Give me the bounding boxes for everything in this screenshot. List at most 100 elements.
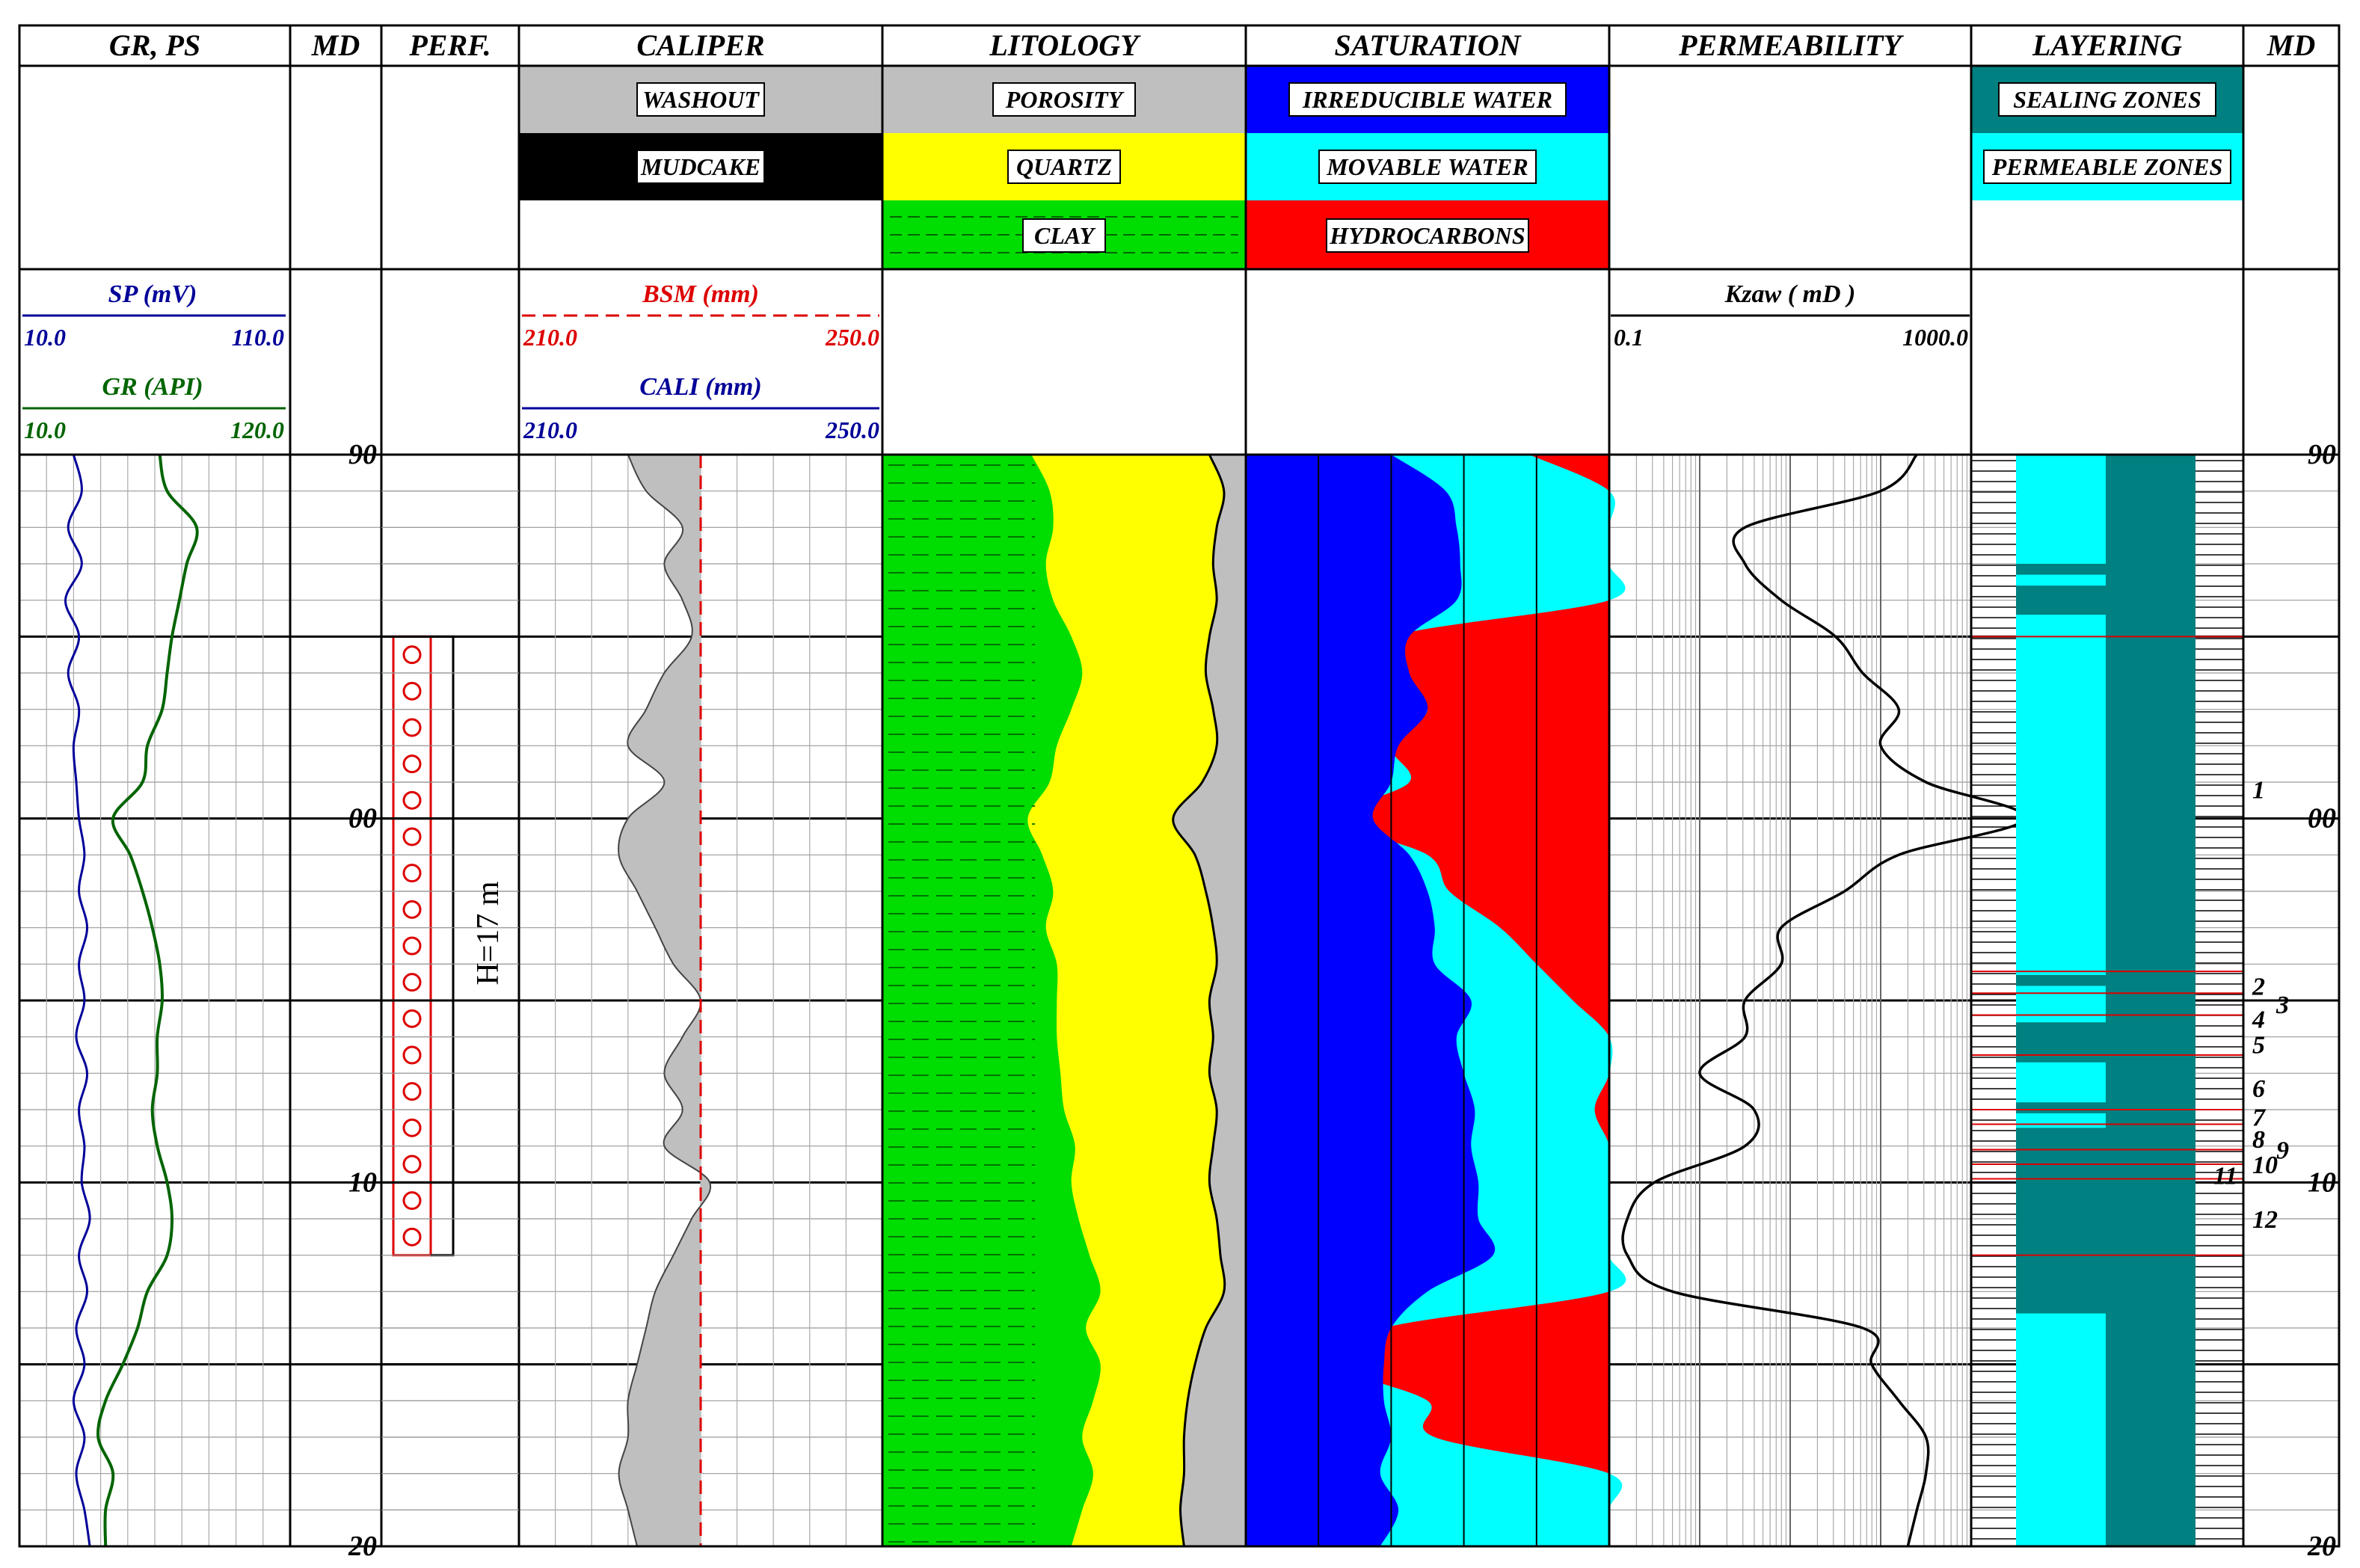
track-title-caliper: CALIPER xyxy=(636,28,764,62)
sp-min: 10.0 xyxy=(24,324,66,351)
legend-porosity-box xyxy=(992,82,1136,117)
permeable-column xyxy=(2016,455,2106,1546)
layer-number: 9 xyxy=(2276,1137,2289,1165)
perforation-shot xyxy=(402,645,422,665)
gr-max: 120.0 xyxy=(230,416,284,443)
legend-washout: WASHOUT xyxy=(642,86,760,113)
md-right-label: 20 xyxy=(2307,1531,2336,1562)
legend-porosity: POROSITY xyxy=(1005,86,1125,113)
kzaw-max: 1000.0 xyxy=(1902,324,1968,351)
kzaw-min: 0.1 xyxy=(1614,324,1644,351)
track-title-lith: LITOLOGY xyxy=(989,28,1141,62)
track-title-grps: GR, PS xyxy=(109,28,200,62)
cali-max: 250.0 xyxy=(825,416,879,443)
cali-label: CALI (mm) xyxy=(639,373,761,401)
perforation-shot xyxy=(402,1118,422,1137)
bsm-max: 250.0 xyxy=(825,324,879,351)
legend-quartz-box xyxy=(1007,150,1121,184)
perforation-shot xyxy=(402,718,422,737)
legend-sealing-box xyxy=(1998,82,2216,117)
legend-movable-box xyxy=(1318,150,1537,184)
legend-movable: MOVABLE WATER xyxy=(1326,153,1528,180)
legend-washout-box xyxy=(636,82,765,117)
layer-number: 2 xyxy=(2252,974,2265,1001)
md-left-label: 00 xyxy=(348,803,377,834)
legend-irreducible-box xyxy=(1288,82,1567,117)
legend-permeable: PERMEABLE ZONES xyxy=(1991,153,2223,180)
kzaw-label: Kzaw ( mD ) xyxy=(1724,280,1856,308)
perforation-shot xyxy=(402,936,422,956)
legend-permeable-box xyxy=(1983,150,2231,184)
md-left-label: 90 xyxy=(348,439,377,470)
legend-quartz: QUARTZ xyxy=(1016,153,1112,180)
track-title-md2: MD xyxy=(2267,28,2315,62)
track-title-perm: PERMEABILITY xyxy=(1678,28,1904,62)
layer-number: 3 xyxy=(2276,991,2289,1019)
sealing-column xyxy=(2106,455,2195,1546)
legend-mudcake-box xyxy=(636,150,765,184)
legend-mudcake: MUDCAKE xyxy=(640,153,760,180)
sp-max: 110.0 xyxy=(232,324,284,351)
sealing-interval xyxy=(2016,1128,2106,1314)
perforation-shot xyxy=(402,1045,422,1065)
sealing-interval xyxy=(2016,585,2106,615)
track-title-md1: MD xyxy=(311,28,360,62)
cali-min: 210.0 xyxy=(523,416,577,443)
gr-curve xyxy=(96,454,199,1547)
legend-sealing: SEALING ZONES xyxy=(2013,86,2201,113)
perforation-shot xyxy=(402,864,422,883)
track-title-layer: LAYERING xyxy=(2032,28,2182,62)
layer-number: 8 xyxy=(2252,1126,2265,1154)
track-title-perf: PERF. xyxy=(408,28,491,62)
clay-fill xyxy=(882,455,1101,1546)
md-left-label: 20 xyxy=(348,1531,377,1562)
sp-curve xyxy=(64,454,91,1547)
quartz-boundary-curve xyxy=(1172,454,1226,1547)
perforation-shot xyxy=(402,1009,422,1028)
perforation-shot xyxy=(402,827,422,846)
layer-number: 10 xyxy=(2252,1152,2278,1179)
legend-irreducible: IRREDUCIBLE WATER xyxy=(1302,86,1552,113)
layer-number: 11 xyxy=(2213,1163,2237,1190)
sealing-interval xyxy=(2016,1022,2106,1063)
perforation-shot xyxy=(402,754,422,774)
layer-number: 5 xyxy=(2252,1031,2265,1059)
perf-height-label: H=17 m xyxy=(471,881,506,986)
layer-number: 7 xyxy=(2252,1104,2267,1132)
layer-number: 12 xyxy=(2252,1206,2278,1234)
legend-clay-box xyxy=(1022,218,1106,253)
legend-hydrocarbons-box xyxy=(1326,218,1529,253)
perforation-shot xyxy=(402,790,422,810)
chart-frame xyxy=(18,24,2341,1548)
md-right-label: 00 xyxy=(2308,803,2336,834)
layer-number: 4 xyxy=(2252,1006,2265,1033)
layer-number: 1 xyxy=(2252,777,2265,805)
washout-fill xyxy=(618,455,711,1546)
irreducible-water-fill xyxy=(1246,455,1496,1546)
gr-min: 10.0 xyxy=(24,416,66,443)
kzaw-curve xyxy=(1621,453,2027,1547)
perforation-shot xyxy=(402,1155,422,1174)
md-left-label: 10 xyxy=(348,1166,377,1198)
md-right-label: 90 xyxy=(2308,439,2336,470)
perforation-shot xyxy=(402,973,422,992)
clay-legend-dashes xyxy=(890,216,1238,253)
perforation-shot xyxy=(402,681,422,701)
perforation-shot xyxy=(402,1191,422,1211)
bsm-min: 210.0 xyxy=(523,324,577,351)
layer-number: 6 xyxy=(2252,1075,2265,1103)
sp-label: SP (mV) xyxy=(108,280,197,308)
bsm-label: BSM (mm) xyxy=(642,280,759,308)
track-title-sat: SATURATION xyxy=(1335,28,1522,62)
legend-hydrocarbons: HYDROCARBONS xyxy=(1329,222,1525,249)
sealing-interval xyxy=(2016,564,2106,575)
perforation-shot xyxy=(402,900,422,919)
perforation-shot xyxy=(402,1227,422,1246)
gr-label: GR (API) xyxy=(102,373,203,401)
perforation-shot xyxy=(402,1082,422,1101)
sealing-interval xyxy=(2016,1102,2106,1113)
legend-clay: CLAY xyxy=(1034,222,1096,249)
sealing-interval xyxy=(2016,974,2106,986)
md-right-label: 10 xyxy=(2308,1166,2336,1198)
